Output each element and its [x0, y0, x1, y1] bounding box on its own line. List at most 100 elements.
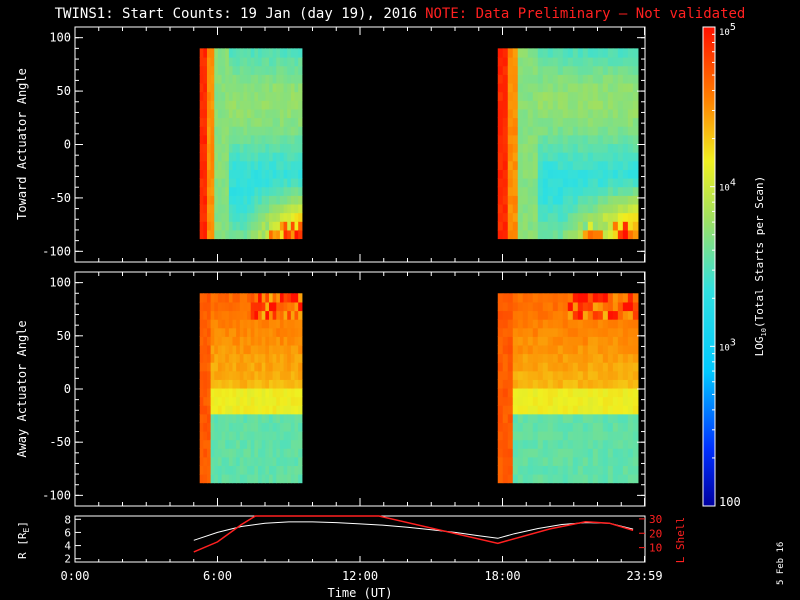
heatmap-cell [294, 448, 299, 458]
heatmap-cell [542, 229, 549, 240]
heatmap-cell [203, 221, 208, 231]
heatmap-cell [258, 422, 263, 432]
heatmap-cell [517, 134, 524, 145]
heatmap-cell [247, 405, 252, 415]
heatmap-cell [627, 143, 634, 153]
heatmap-cell [572, 65, 579, 75]
heatmap-cell [557, 143, 564, 153]
heatmap-cell [283, 143, 288, 153]
heatmap-cell [276, 448, 281, 458]
heatmap-cell [239, 74, 245, 84]
heatmap-cell [272, 100, 277, 110]
heatmap-cell [547, 57, 554, 67]
heatmap-cell [206, 293, 212, 303]
heatmap-cell [517, 465, 524, 475]
heatmap-cell [225, 293, 230, 303]
heatmap-cell [232, 91, 237, 101]
heatmap-cell [517, 336, 524, 346]
heatmap-cell [597, 379, 604, 389]
heatmap-cell [587, 186, 594, 196]
y-tick-label: 50 [57, 84, 71, 98]
heatmap-cell [597, 221, 604, 231]
heatmap-cell [199, 387, 204, 398]
heatmap-cell [552, 108, 559, 119]
heatmap-cell [247, 336, 252, 346]
heatmap-cell [557, 456, 564, 466]
heatmap-cell [239, 336, 245, 346]
heatmap-cell [217, 448, 223, 458]
heatmap-cell [239, 430, 245, 441]
time-tick-label: 18:00 [484, 569, 520, 583]
heatmap-cell [622, 178, 629, 188]
heatmap-cell [290, 396, 296, 406]
heatmap-cell [298, 336, 303, 346]
heatmap-cell [294, 117, 299, 127]
heatmap-cell [261, 422, 266, 432]
heatmap-cell [294, 169, 299, 179]
heatmap-cell [602, 48, 609, 58]
heatmap-cell [597, 353, 604, 363]
heatmap-cell [287, 91, 292, 101]
heatmap-cell [261, 293, 266, 303]
heatmap-cell [228, 108, 234, 119]
heatmap-cell [527, 362, 534, 372]
heatmap-pass-2 [497, 48, 639, 240]
heatmap-cell [225, 439, 230, 449]
heatmap-cell [214, 126, 219, 136]
heatmap-cell [557, 301, 564, 312]
heatmap-cell [512, 186, 519, 196]
heatmap-cell [632, 108, 639, 119]
heatmap-cell [217, 353, 223, 363]
heatmap-cell [217, 310, 223, 320]
heatmap-cell [298, 74, 303, 84]
heatmap-cell [612, 387, 619, 398]
heatmap-cell [527, 48, 534, 58]
heatmap-cell [567, 126, 574, 136]
heatmap-cell [522, 439, 529, 449]
heatmap-cell [507, 379, 514, 389]
heatmap-cell [622, 203, 629, 214]
heatmap-cell [283, 212, 288, 222]
colorbar-tick-label: 105 [719, 22, 736, 38]
heatmap-cell [250, 310, 255, 320]
heatmap-cell [577, 160, 584, 170]
heatmap-cell [622, 387, 629, 398]
heatmap-cell [287, 473, 292, 484]
heatmap-cell [283, 186, 288, 196]
heatmap-cell [517, 126, 524, 136]
heatmap-cell [532, 100, 539, 110]
heatmap-cell [557, 57, 564, 67]
heatmap-cell [276, 353, 281, 363]
heatmap-cell [522, 126, 529, 136]
heatmap-cell [612, 430, 619, 441]
heatmap-cell [537, 178, 544, 188]
heatmap-cell [577, 48, 584, 58]
heatmap-cell [577, 465, 584, 475]
heatmap-cell [265, 430, 270, 441]
heatmap-cell [632, 396, 639, 406]
heatmap-cell [290, 48, 296, 58]
heatmap-cell [221, 82, 226, 93]
heatmap-cell [557, 186, 564, 196]
heatmap-cell [542, 319, 549, 329]
heatmap-cell [582, 327, 589, 337]
heatmap-cell [512, 91, 519, 101]
heatmap-cell [557, 126, 564, 136]
heatmap-cell [582, 439, 589, 449]
heatmap-cell [250, 439, 255, 449]
heatmap-cell [497, 473, 504, 484]
heatmap-cell [290, 379, 296, 389]
heatmap-cell [517, 65, 524, 75]
heatmap-cell [221, 439, 226, 449]
heatmap-cell [276, 430, 281, 441]
heatmap-cell [572, 387, 579, 398]
heatmap-cell [582, 186, 589, 196]
heatmap-cell [261, 396, 266, 406]
heatmap-cell [562, 108, 569, 119]
heatmap-cell [199, 310, 204, 320]
heatmap-cell [607, 91, 614, 101]
heatmap-cell [537, 65, 544, 75]
heatmap-cell [512, 319, 519, 329]
heatmap-cell [612, 134, 619, 145]
